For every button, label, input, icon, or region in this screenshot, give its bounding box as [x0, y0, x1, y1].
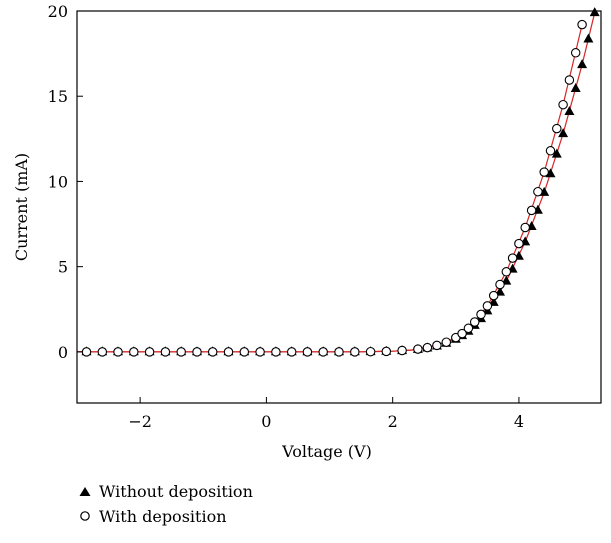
circle-marker [482, 301, 493, 311]
x-axis-ticks: −2 0 2 4 [128, 397, 524, 431]
circle-marker [413, 344, 423, 354]
circle-marker [539, 167, 549, 177]
legend-label-with-deposition: With deposition [99, 507, 227, 526]
circle-marker [286, 347, 297, 357]
circle-marker [365, 346, 376, 357]
legend-label-without-deposition: Without deposition [99, 482, 253, 501]
data-markers [81, 7, 600, 357]
circle-marker [207, 347, 218, 357]
circle-marker [570, 48, 581, 58]
circle-marker [514, 238, 524, 249]
circle-marker [239, 347, 250, 357]
circle-marker [160, 347, 171, 357]
circle-marker [318, 347, 328, 357]
legend: Without deposition With deposition [79, 482, 253, 526]
circle-marker [520, 222, 530, 233]
circle-marker [271, 347, 281, 357]
y-tick-label: 0 [58, 343, 68, 362]
circle-marker [526, 205, 537, 216]
circle-marker [463, 323, 474, 334]
circle-marker [552, 123, 562, 134]
x-axis-title: Voltage (V) [281, 442, 372, 461]
circle-marker [457, 328, 467, 339]
circle-marker [223, 347, 234, 357]
circle-marker [495, 279, 505, 290]
triangle-marker [558, 128, 569, 138]
circle-marker [488, 290, 499, 301]
x-tick-label: 4 [514, 412, 524, 431]
circle-marker [397, 345, 407, 356]
triangle-marker [577, 59, 588, 69]
circle-marker [302, 347, 313, 357]
y-axis-ticks: 0 5 10 15 20 [48, 2, 83, 362]
circle-marker [129, 347, 139, 357]
circle-marker [81, 347, 92, 357]
y-axis-title: Current (mA) [12, 153, 31, 261]
x-tick-label: 0 [261, 412, 271, 431]
circle-marker [577, 19, 587, 30]
triangle-marker [564, 106, 575, 115]
circle-marker [432, 340, 442, 351]
fit-line-1 [77, 24, 583, 353]
triangle-marker [551, 148, 562, 158]
circle-marker [113, 347, 123, 357]
circle-marker [501, 267, 512, 277]
circle-marker [558, 99, 568, 110]
fit-curves [77, 12, 596, 353]
circle-marker [176, 347, 186, 357]
circle-marker [422, 342, 433, 353]
circle-marker [192, 347, 202, 357]
y-tick-label: 20 [48, 2, 68, 21]
x-tick-label: −2 [128, 412, 152, 431]
circle-marker [469, 317, 480, 327]
legend-marker-with-deposition [80, 511, 90, 521]
y-tick-label: 10 [48, 172, 68, 191]
y-tick-label: 5 [58, 258, 68, 277]
legend-marker-without-deposition [79, 487, 91, 496]
circle-marker [97, 347, 108, 357]
circle-marker [507, 253, 518, 263]
fit-line-0 [77, 12, 596, 353]
y-tick-label: 15 [48, 87, 68, 106]
triangle-marker [570, 83, 581, 92]
plot-frame [76, 10, 602, 404]
circle-marker [441, 337, 452, 347]
circle-marker [476, 309, 486, 320]
circle-marker [545, 146, 556, 156]
circle-marker [255, 347, 265, 357]
x-tick-label: 2 [388, 412, 398, 431]
triangle-marker [583, 33, 594, 43]
circle-marker [533, 186, 543, 197]
circle-marker [350, 347, 360, 357]
circle-marker [144, 347, 155, 357]
circle-marker [334, 347, 344, 357]
circle-marker [564, 75, 575, 85]
circle-marker [381, 346, 392, 357]
